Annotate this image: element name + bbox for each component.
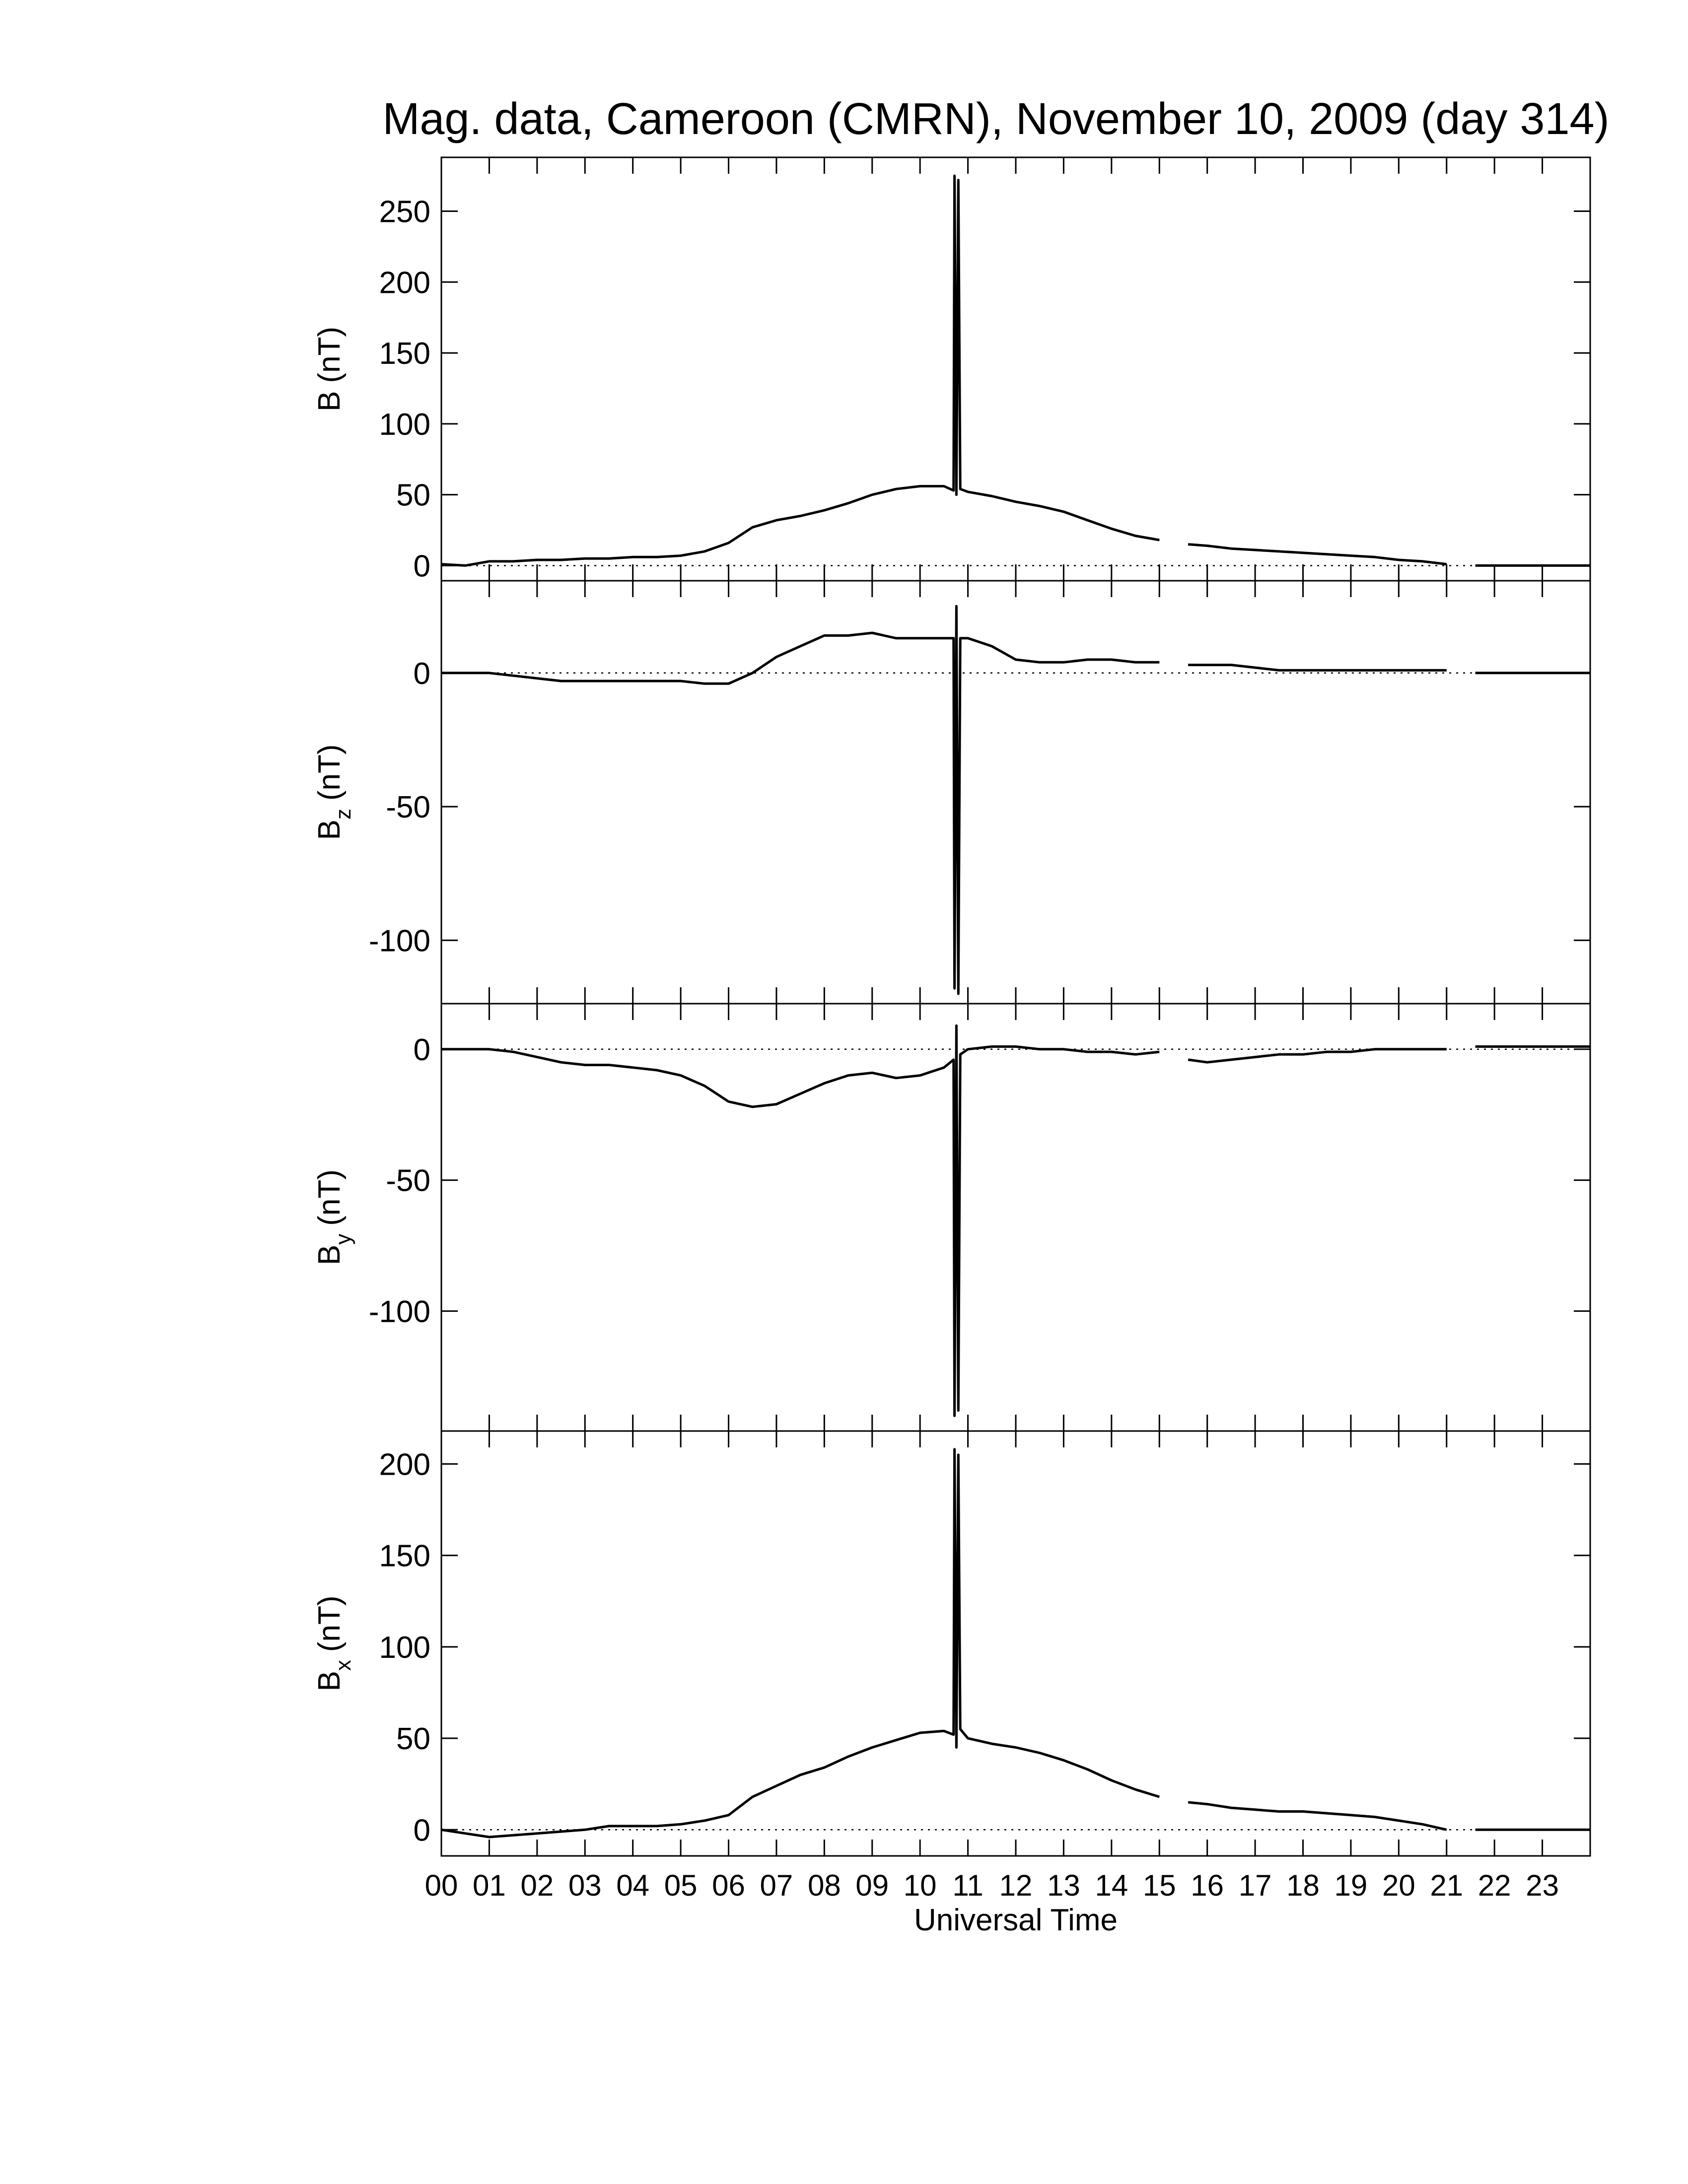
y-axis-label: By (nT) bbox=[312, 1169, 355, 1265]
x-tick-label: 17 bbox=[1239, 1869, 1272, 1902]
y-tick-label: 200 bbox=[379, 1447, 430, 1482]
y-tick-label: 0 bbox=[414, 549, 430, 583]
y-axis-label: Bx (nT) bbox=[312, 1595, 355, 1691]
x-tick-label: 02 bbox=[520, 1869, 554, 1902]
y-tick-label: -50 bbox=[386, 1164, 430, 1198]
y-tick-label: 150 bbox=[379, 337, 430, 371]
y-tick-label: 50 bbox=[396, 1722, 430, 1756]
y-label-unit: (nT) bbox=[312, 744, 347, 801]
x-tick-label: 19 bbox=[1335, 1869, 1368, 1902]
data-line bbox=[441, 1024, 1590, 1417]
x-tick-label: 12 bbox=[999, 1869, 1033, 1902]
x-tick-label: 18 bbox=[1286, 1869, 1320, 1902]
y-tick-label: -50 bbox=[386, 790, 430, 824]
y-axis-label: Bz (nT) bbox=[312, 744, 355, 840]
x-tick-label: 06 bbox=[712, 1869, 745, 1902]
y-tick-label: 150 bbox=[379, 1539, 430, 1573]
x-tick-label: 04 bbox=[616, 1869, 649, 1902]
plot-frame bbox=[440, 1430, 1591, 1857]
x-tick-label: 16 bbox=[1191, 1869, 1224, 1902]
y-label-main: B bbox=[312, 1245, 347, 1265]
x-tick-label: 13 bbox=[1047, 1869, 1080, 1902]
y-label-unit: (nT) bbox=[312, 1169, 347, 1226]
x-tick-label: 21 bbox=[1430, 1869, 1463, 1902]
y-label-main: B bbox=[312, 391, 347, 411]
y-tick-label: 100 bbox=[379, 408, 430, 442]
y-tick-label: 100 bbox=[379, 1631, 430, 1665]
x-tick-label: 11 bbox=[952, 1869, 983, 1902]
x-tick-label: 08 bbox=[808, 1869, 841, 1902]
y-tick-label: 0 bbox=[414, 1813, 430, 1847]
data-line bbox=[441, 174, 1590, 567]
chart-title: Mag. data, Cameroon (CMRN), November 10,… bbox=[382, 94, 1609, 144]
x-axis-label: Universal Time bbox=[914, 1903, 1118, 1937]
y-label-sub: x bbox=[331, 1660, 355, 1671]
x-tick-label: 22 bbox=[1478, 1869, 1511, 1902]
x-tick-label: 00 bbox=[425, 1869, 458, 1902]
x-tick-label: 20 bbox=[1382, 1869, 1415, 1902]
y-label-unit: (nT) bbox=[312, 1595, 347, 1652]
y-label-sub: z bbox=[331, 809, 355, 819]
y-label-main: B bbox=[312, 1671, 347, 1691]
data-line bbox=[441, 1448, 1590, 1839]
y-tick-label: 200 bbox=[379, 266, 430, 300]
y-label-unit: (nT) bbox=[312, 327, 347, 383]
x-tick-label: 14 bbox=[1095, 1869, 1128, 1902]
y-tick-label: -100 bbox=[369, 1295, 430, 1329]
y-tick-label: 50 bbox=[396, 478, 430, 513]
y-tick-label: 250 bbox=[379, 195, 430, 229]
y-tick-label: -100 bbox=[369, 924, 430, 958]
y-label-sub: y bbox=[331, 1234, 355, 1245]
x-tick-label: 09 bbox=[855, 1869, 889, 1902]
x-tick-label: 05 bbox=[664, 1869, 698, 1902]
x-tick-label: 23 bbox=[1526, 1869, 1559, 1902]
x-tick-label: 10 bbox=[904, 1869, 937, 1902]
x-tick-label: 01 bbox=[473, 1869, 506, 1902]
y-axis-label: B (nT) bbox=[312, 327, 347, 411]
x-tick-label: 07 bbox=[760, 1869, 793, 1902]
y-label-main: B bbox=[312, 819, 347, 840]
data-line bbox=[441, 605, 1590, 995]
x-tick-label: 15 bbox=[1143, 1869, 1176, 1902]
x-tick-label: 03 bbox=[568, 1869, 602, 1902]
y-tick-label: 0 bbox=[414, 657, 430, 691]
y-tick-label: 0 bbox=[414, 1033, 430, 1067]
